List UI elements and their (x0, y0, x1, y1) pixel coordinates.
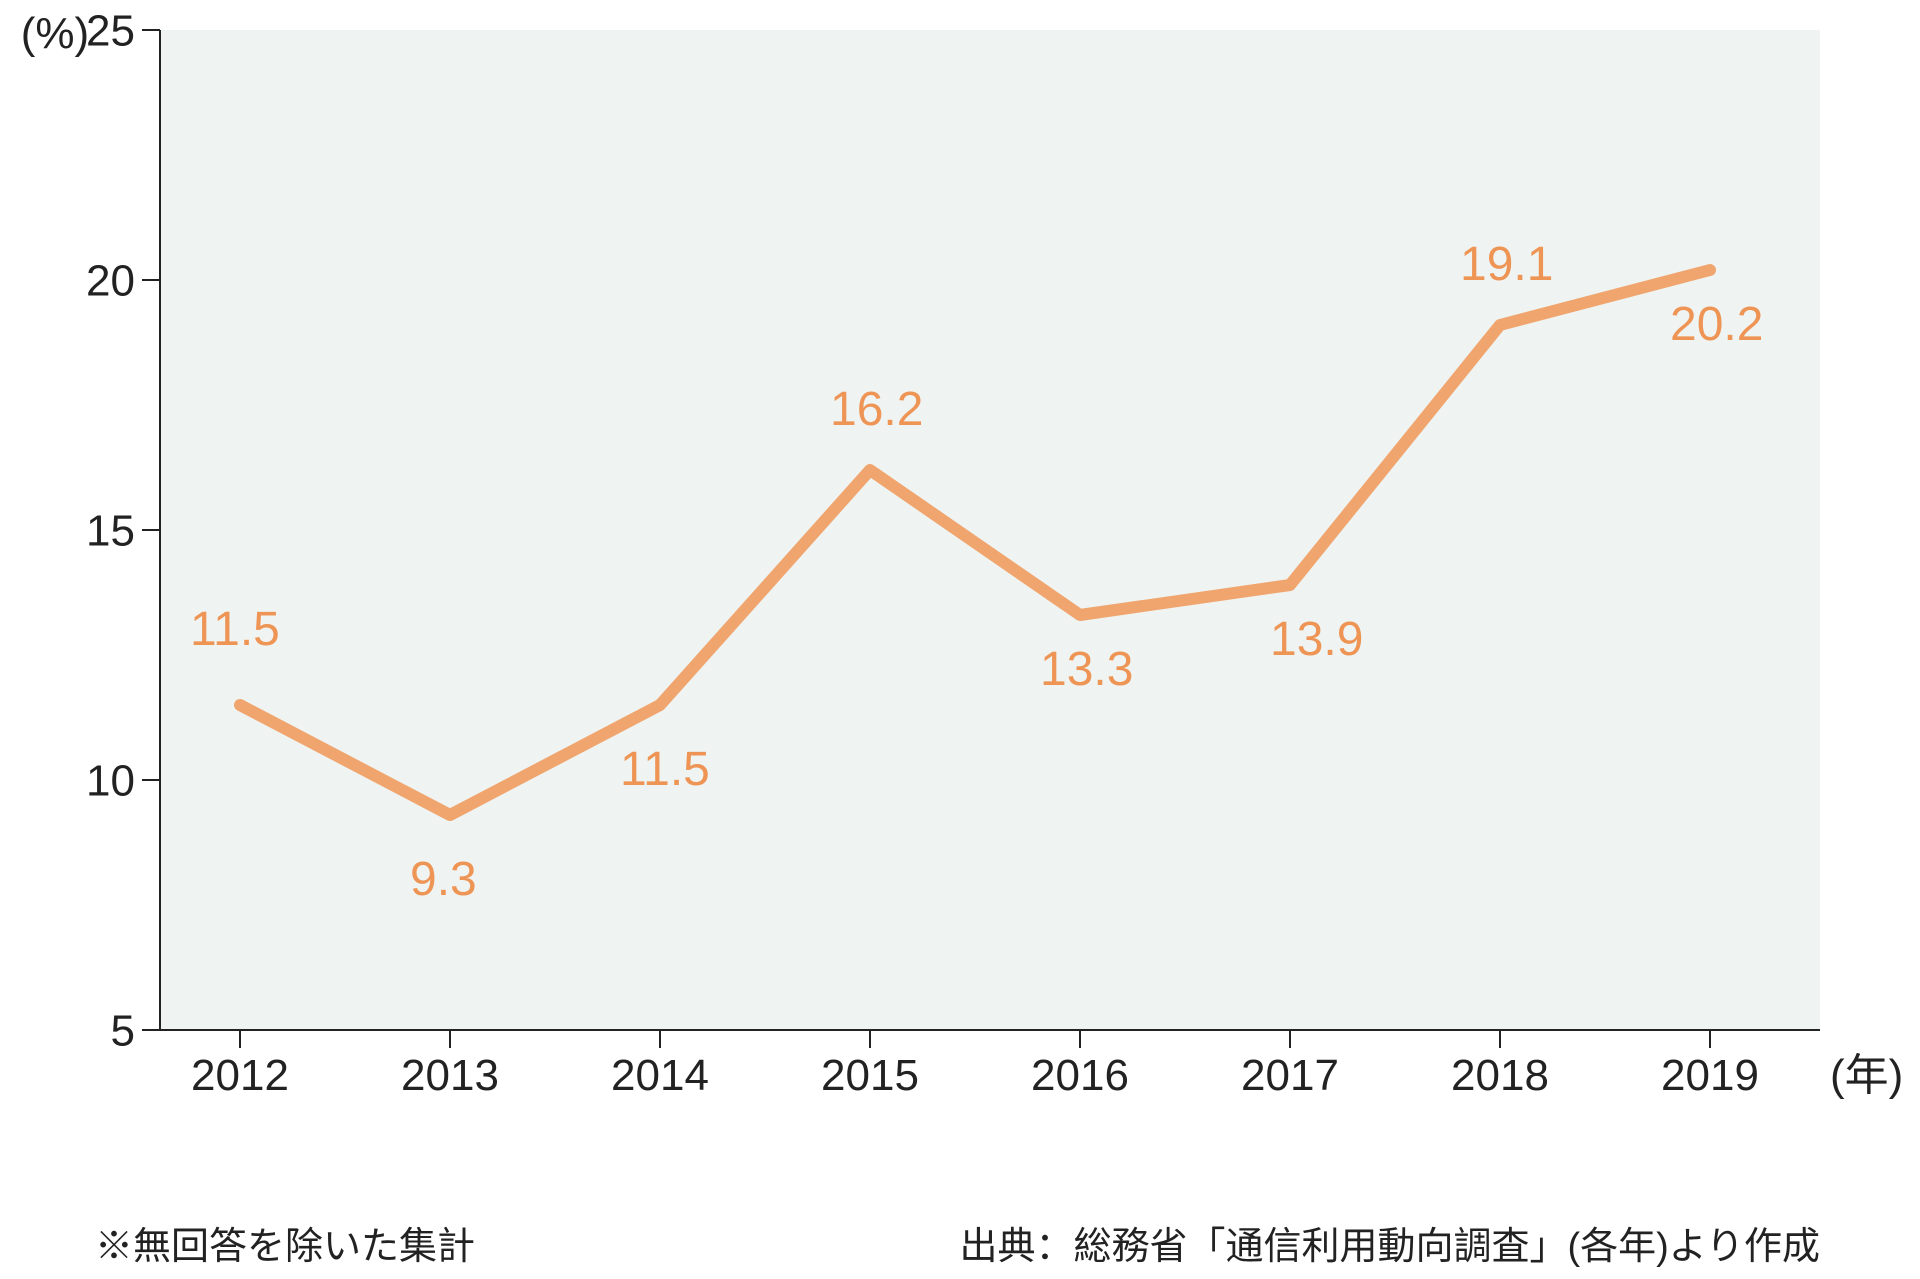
y-tick-label: 15 (86, 506, 135, 555)
plot-background (160, 30, 1820, 1030)
x-tick-label: 2012 (191, 1051, 289, 1100)
x-tick-label: 2017 (1241, 1051, 1339, 1100)
y-tick-label: 20 (86, 256, 135, 305)
x-tick-label: 2016 (1031, 1051, 1129, 1100)
value-label: 11.5 (190, 603, 280, 656)
value-label: 13.9 (1270, 613, 1363, 666)
value-label: 16.2 (830, 383, 923, 436)
value-label: 20.2 (1670, 298, 1763, 351)
x-tick-label: 2018 (1451, 1051, 1549, 1100)
x-tick-label: 2014 (611, 1051, 709, 1100)
footnote-left: ※無回答を除いた集計 (95, 1215, 475, 1270)
value-label: 9.3 (410, 853, 477, 906)
value-label: 19.1 (1460, 238, 1553, 291)
x-tick-label: 2019 (1661, 1051, 1759, 1100)
x-tick-label: 2015 (821, 1051, 919, 1100)
value-label: 13.3 (1040, 643, 1133, 696)
line-chart: 5 10 15 20 25(%) 2012 2013 2014 2015 2016 2017 2018… (0, 0, 1920, 1160)
y-axis-unit: (%) (21, 9, 89, 58)
footnote-right: 出典：総務省「通信利用動向調査」(各年)より作成 (959, 1215, 1820, 1270)
x-axis-unit: (年) (1830, 1051, 1903, 1100)
y-tick-label: 10 (86, 756, 135, 805)
x-tick-label: 2013 (401, 1051, 499, 1100)
y-tick-label: 25 (86, 6, 135, 55)
value-label: 11.5 (620, 743, 710, 796)
chart-container: 5 10 15 20 25(%) 2012 2013 2014 2015 2016 2017 2018… (0, 0, 1920, 1279)
y-tick-label: 5 (111, 1006, 135, 1055)
